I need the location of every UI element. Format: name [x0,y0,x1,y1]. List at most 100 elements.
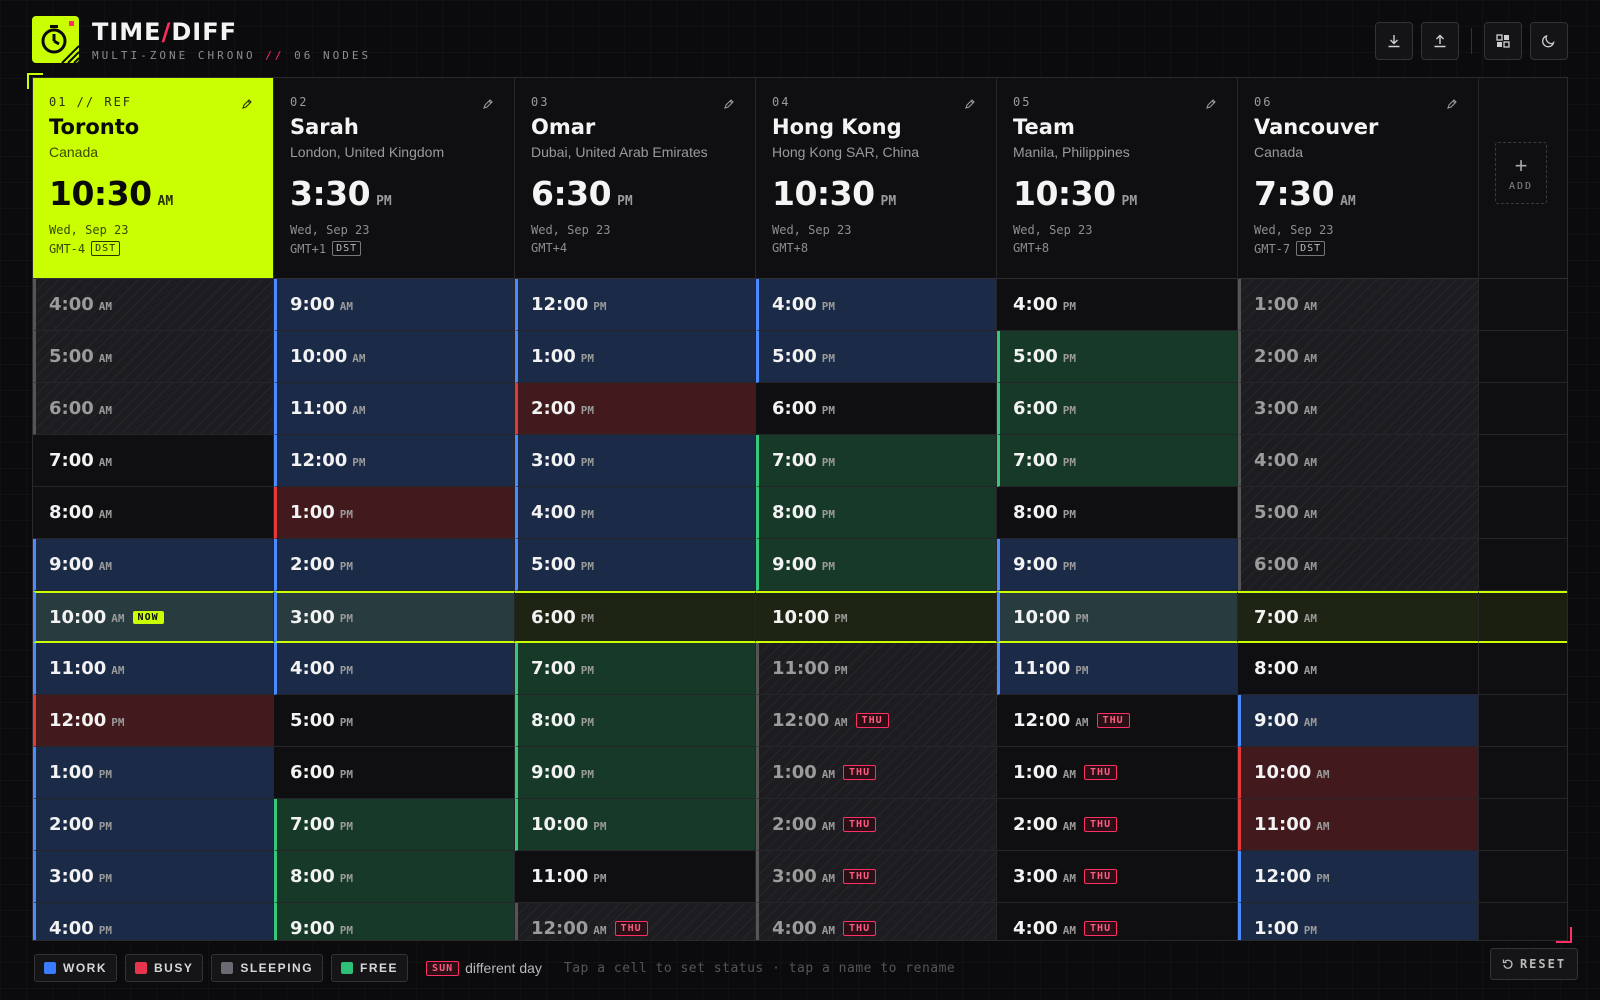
column-header[interactable]: 02 Sarah London, United Kingdom 3:30 PM Wed, … [274,78,515,279]
column-name[interactable]: Hong Kong [772,115,902,139]
time-cell[interactable]: 11:00 PM [515,851,756,903]
time-cell[interactable]: 10:00 PM [515,799,756,851]
time-cell[interactable]: 10:00 PM [997,591,1238,643]
download-button[interactable] [1375,22,1413,60]
time-cell[interactable]: 4:00 AM THU [756,903,997,940]
edit-pencil-icon[interactable] [1446,97,1458,109]
time-cell[interactable]: 10:00 AM [274,331,515,383]
time-cell[interactable]: 1:00 PM [274,487,515,539]
time-cell[interactable]: 12:00 AM THU [756,695,997,747]
time-cell[interactable]: 8:00 PM [997,487,1238,539]
time-cell[interactable]: 1:00 AM THU [997,747,1238,799]
time-cell[interactable]: 3:00 PM [33,851,274,903]
time-cell[interactable]: 9:00 AM [1238,695,1479,747]
time-cell[interactable]: 6:00 PM [756,383,997,435]
column-name[interactable]: Sarah [290,115,359,139]
time-cell[interactable]: 4:00 PM [33,903,274,940]
time-cell[interactable]: 3:00 PM [515,435,756,487]
time-cell[interactable]: 11:00 AM [33,643,274,695]
column-header[interactable]: 06 Vancouver Canada 7:30 AM Wed, Sep 23 GMT-7 D… [1238,78,1479,279]
time-cell[interactable]: 8:00 AM [1238,643,1479,695]
time-cell[interactable]: 10:00 PM [756,591,997,643]
edit-pencil-icon[interactable] [723,97,735,109]
time-cell[interactable]: 4:00 PM [997,279,1238,331]
time-cell[interactable]: 9:00 AM [274,279,515,331]
legend-sleeping[interactable]: SLEEPING [211,954,324,982]
time-cell[interactable]: 9:00 PM [997,539,1238,591]
add-column-button[interactable]: + ADD [1495,142,1547,204]
column-header[interactable]: 03 Omar Dubai, United Arab Emirates 6:30 PM W… [515,78,756,279]
time-cell[interactable]: 5:00 PM [515,539,756,591]
time-cell[interactable]: 5:00 PM [274,695,515,747]
legend-free[interactable]: FREE [331,954,409,982]
time-cell[interactable]: 7:00 PM [274,799,515,851]
theme-toggle-button[interactable] [1530,22,1568,60]
time-cell[interactable]: 4:00 AM [1238,435,1479,487]
column-header[interactable]: 01 // REF Toronto Canada 10:30 AM Wed, Sep 23… [33,78,274,279]
column-name[interactable]: Vancouver [1254,115,1379,139]
time-cell[interactable]: 4:00 AM [33,279,274,331]
time-cell[interactable]: 9:00 PM [274,903,515,940]
time-cell[interactable]: 2:00 PM [515,383,756,435]
time-cell[interactable]: 4:00 PM [515,487,756,539]
time-cell[interactable]: 7:00 PM [997,435,1238,487]
time-cell[interactable]: 5:00 AM [1238,487,1479,539]
time-cell[interactable]: 4:00 PM [274,643,515,695]
time-cell[interactable]: 12:00 PM [515,279,756,331]
time-cell[interactable]: 3:00 AM THU [997,851,1238,903]
time-cell[interactable]: 11:00 AM [274,383,515,435]
time-cell[interactable]: 7:00 AM [33,435,274,487]
time-cell[interactable]: 8:00 PM [274,851,515,903]
edit-pencil-icon[interactable] [482,97,494,109]
time-cell[interactable]: 12:00 PM [1238,851,1479,903]
time-cell[interactable]: 6:00 PM [515,591,756,643]
time-cell[interactable]: 8:00 PM [756,487,997,539]
time-cell[interactable]: 11:00 PM [997,643,1238,695]
time-cell[interactable]: 12:00 AM THU [997,695,1238,747]
column-name[interactable]: Toronto [49,115,140,139]
time-cell[interactable]: 1:00 PM [515,331,756,383]
time-cell[interactable]: 2:00 PM [274,539,515,591]
time-cell[interactable]: 3:00 PM [274,591,515,643]
time-cell[interactable]: 2:00 AM THU [756,799,997,851]
layout-button[interactable] [1484,22,1522,60]
column-name[interactable]: Omar [531,115,596,139]
time-cell[interactable]: 1:00 AM THU [756,747,997,799]
column-name[interactable]: Team [1013,115,1075,139]
time-cell[interactable]: 3:00 AM [1238,383,1479,435]
time-cell[interactable]: 8:00 PM [515,695,756,747]
time-cell[interactable]: 12:00 AM THU [515,903,756,940]
time-cell[interactable]: 5:00 AM [33,331,274,383]
time-cell[interactable]: 5:00 PM [756,331,997,383]
column-header[interactable]: 05 Team Manila, Philippines 10:30 PM Wed, Sep… [997,78,1238,279]
time-cell[interactable]: 7:00 AM [1238,591,1479,643]
time-cell[interactable]: 6:00 PM [274,747,515,799]
edit-pencil-icon[interactable] [1205,97,1217,109]
time-cell[interactable]: 11:00 AM [1238,799,1479,851]
upload-button[interactable] [1421,22,1459,60]
time-cell[interactable]: 7:00 PM [515,643,756,695]
time-cell[interactable]: 4:00 PM [756,279,997,331]
time-cell[interactable]: 6:00 AM [1238,539,1479,591]
time-cell[interactable]: 12:00 PM [33,695,274,747]
time-cell[interactable]: 4:00 AM THU [997,903,1238,940]
legend-busy[interactable]: BUSY [125,954,204,982]
edit-pencil-icon[interactable] [241,97,253,109]
time-cell[interactable]: 7:00 PM [756,435,997,487]
column-header[interactable]: 04 Hong Kong Hong Kong SAR, China 10:30 PM We… [756,78,997,279]
time-cell[interactable]: 2:00 PM [33,799,274,851]
time-cell[interactable]: 6:00 AM [33,383,274,435]
legend-work[interactable]: WORK [34,954,117,982]
time-cell[interactable]: 1:00 AM [1238,279,1479,331]
time-cell[interactable]: 12:00 PM [274,435,515,487]
time-cell[interactable]: 10:00 AM NOW [33,591,274,643]
time-cell[interactable]: 11:00 PM [756,643,997,695]
time-cell[interactable]: 6:00 PM [997,383,1238,435]
time-cell[interactable]: 9:00 AM [33,539,274,591]
time-cell[interactable]: 3:00 AM THU [756,851,997,903]
time-cell[interactable]: 2:00 AM THU [997,799,1238,851]
time-cell[interactable]: 5:00 PM [997,331,1238,383]
edit-pencil-icon[interactable] [964,97,976,109]
time-cell[interactable]: 9:00 PM [756,539,997,591]
time-cell[interactable]: 8:00 AM [33,487,274,539]
